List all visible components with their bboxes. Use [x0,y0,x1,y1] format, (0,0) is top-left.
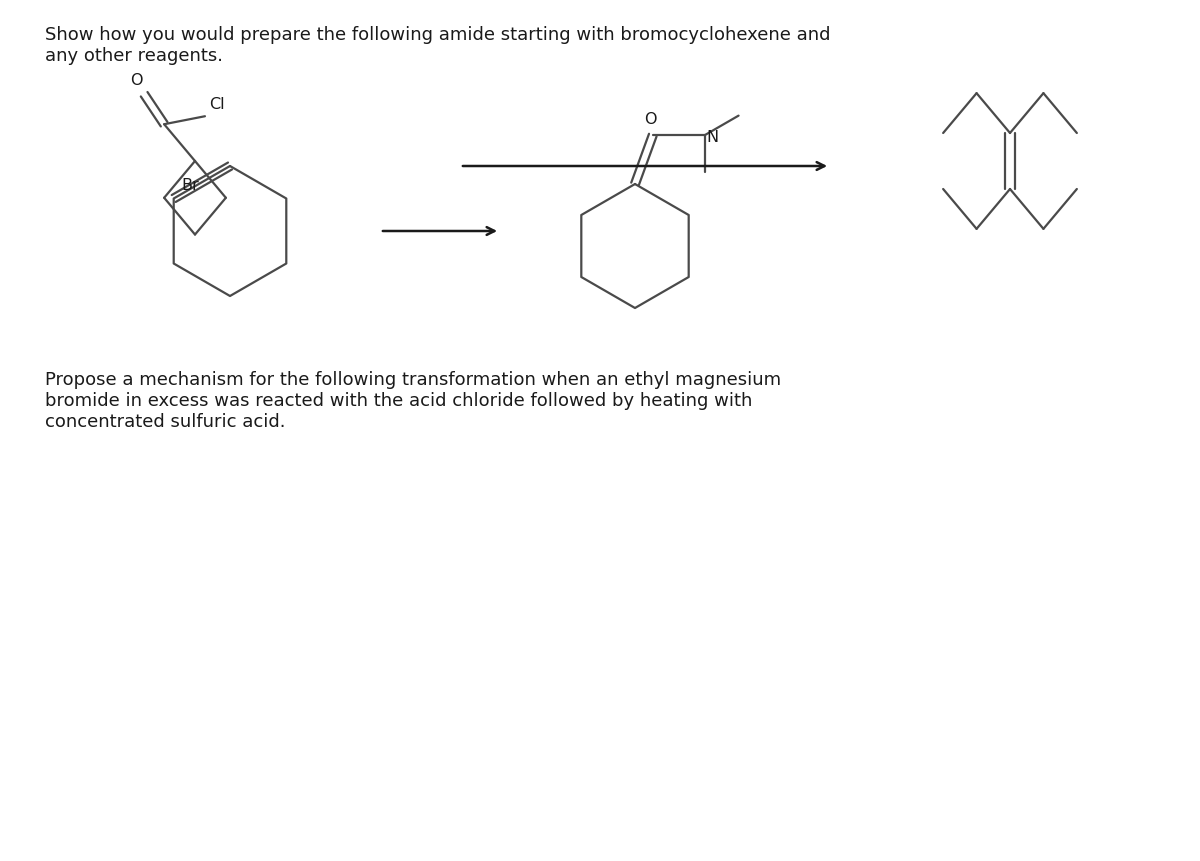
Text: O: O [644,112,658,127]
Text: Show how you would prepare the following amide starting with bromocyclohexene an: Show how you would prepare the following… [46,26,830,65]
Text: N: N [707,130,719,145]
Text: O: O [130,73,143,88]
Text: Br: Br [181,177,199,193]
Text: Cl: Cl [209,97,224,112]
Text: Propose a mechanism for the following transformation when an ethyl magnesium
bro: Propose a mechanism for the following tr… [46,371,781,430]
